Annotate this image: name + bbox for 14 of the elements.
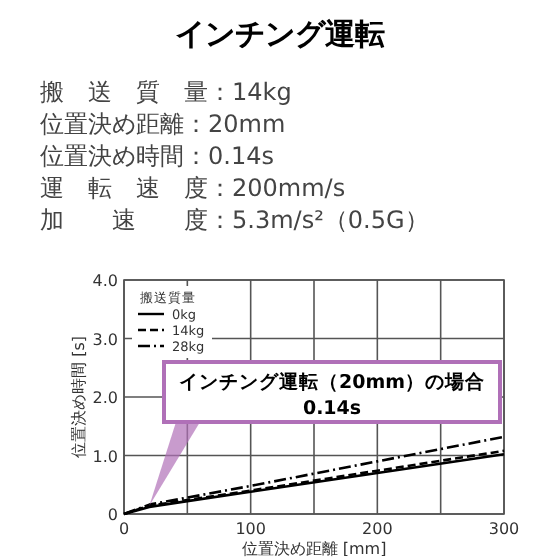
y-tick-label: 3.0 <box>92 330 118 349</box>
y-tick-label: 4.0 <box>92 272 118 290</box>
chart-title: インチング運転 <box>175 16 385 52</box>
x-tick-label: 200 <box>362 520 393 538</box>
x-tick-label: 300 <box>488 520 520 538</box>
y-tick-label: 2.0 <box>92 389 118 407</box>
x-tick-label: 0 <box>118 520 130 538</box>
y-tick-label: 0 <box>107 506 118 524</box>
y-tick-label: 1.0 <box>92 447 118 466</box>
chart-subtitle: 搬 送 質 量：14kg 位置決め距離：20mm 位置決め時間：0.14s 運 転 速 度：200mm/s 加 速 度：5.3m/s²（0.5G） <box>40 78 429 234</box>
annotation: インチング運転（20mm）の場合 0.14s <box>178 370 486 420</box>
x-axis-title: 位置決め距離 [mm] <box>241 540 387 558</box>
y-axis-title: 位置決め時間 [s] <box>70 336 88 458</box>
x-tick-label: 100 <box>235 520 266 538</box>
